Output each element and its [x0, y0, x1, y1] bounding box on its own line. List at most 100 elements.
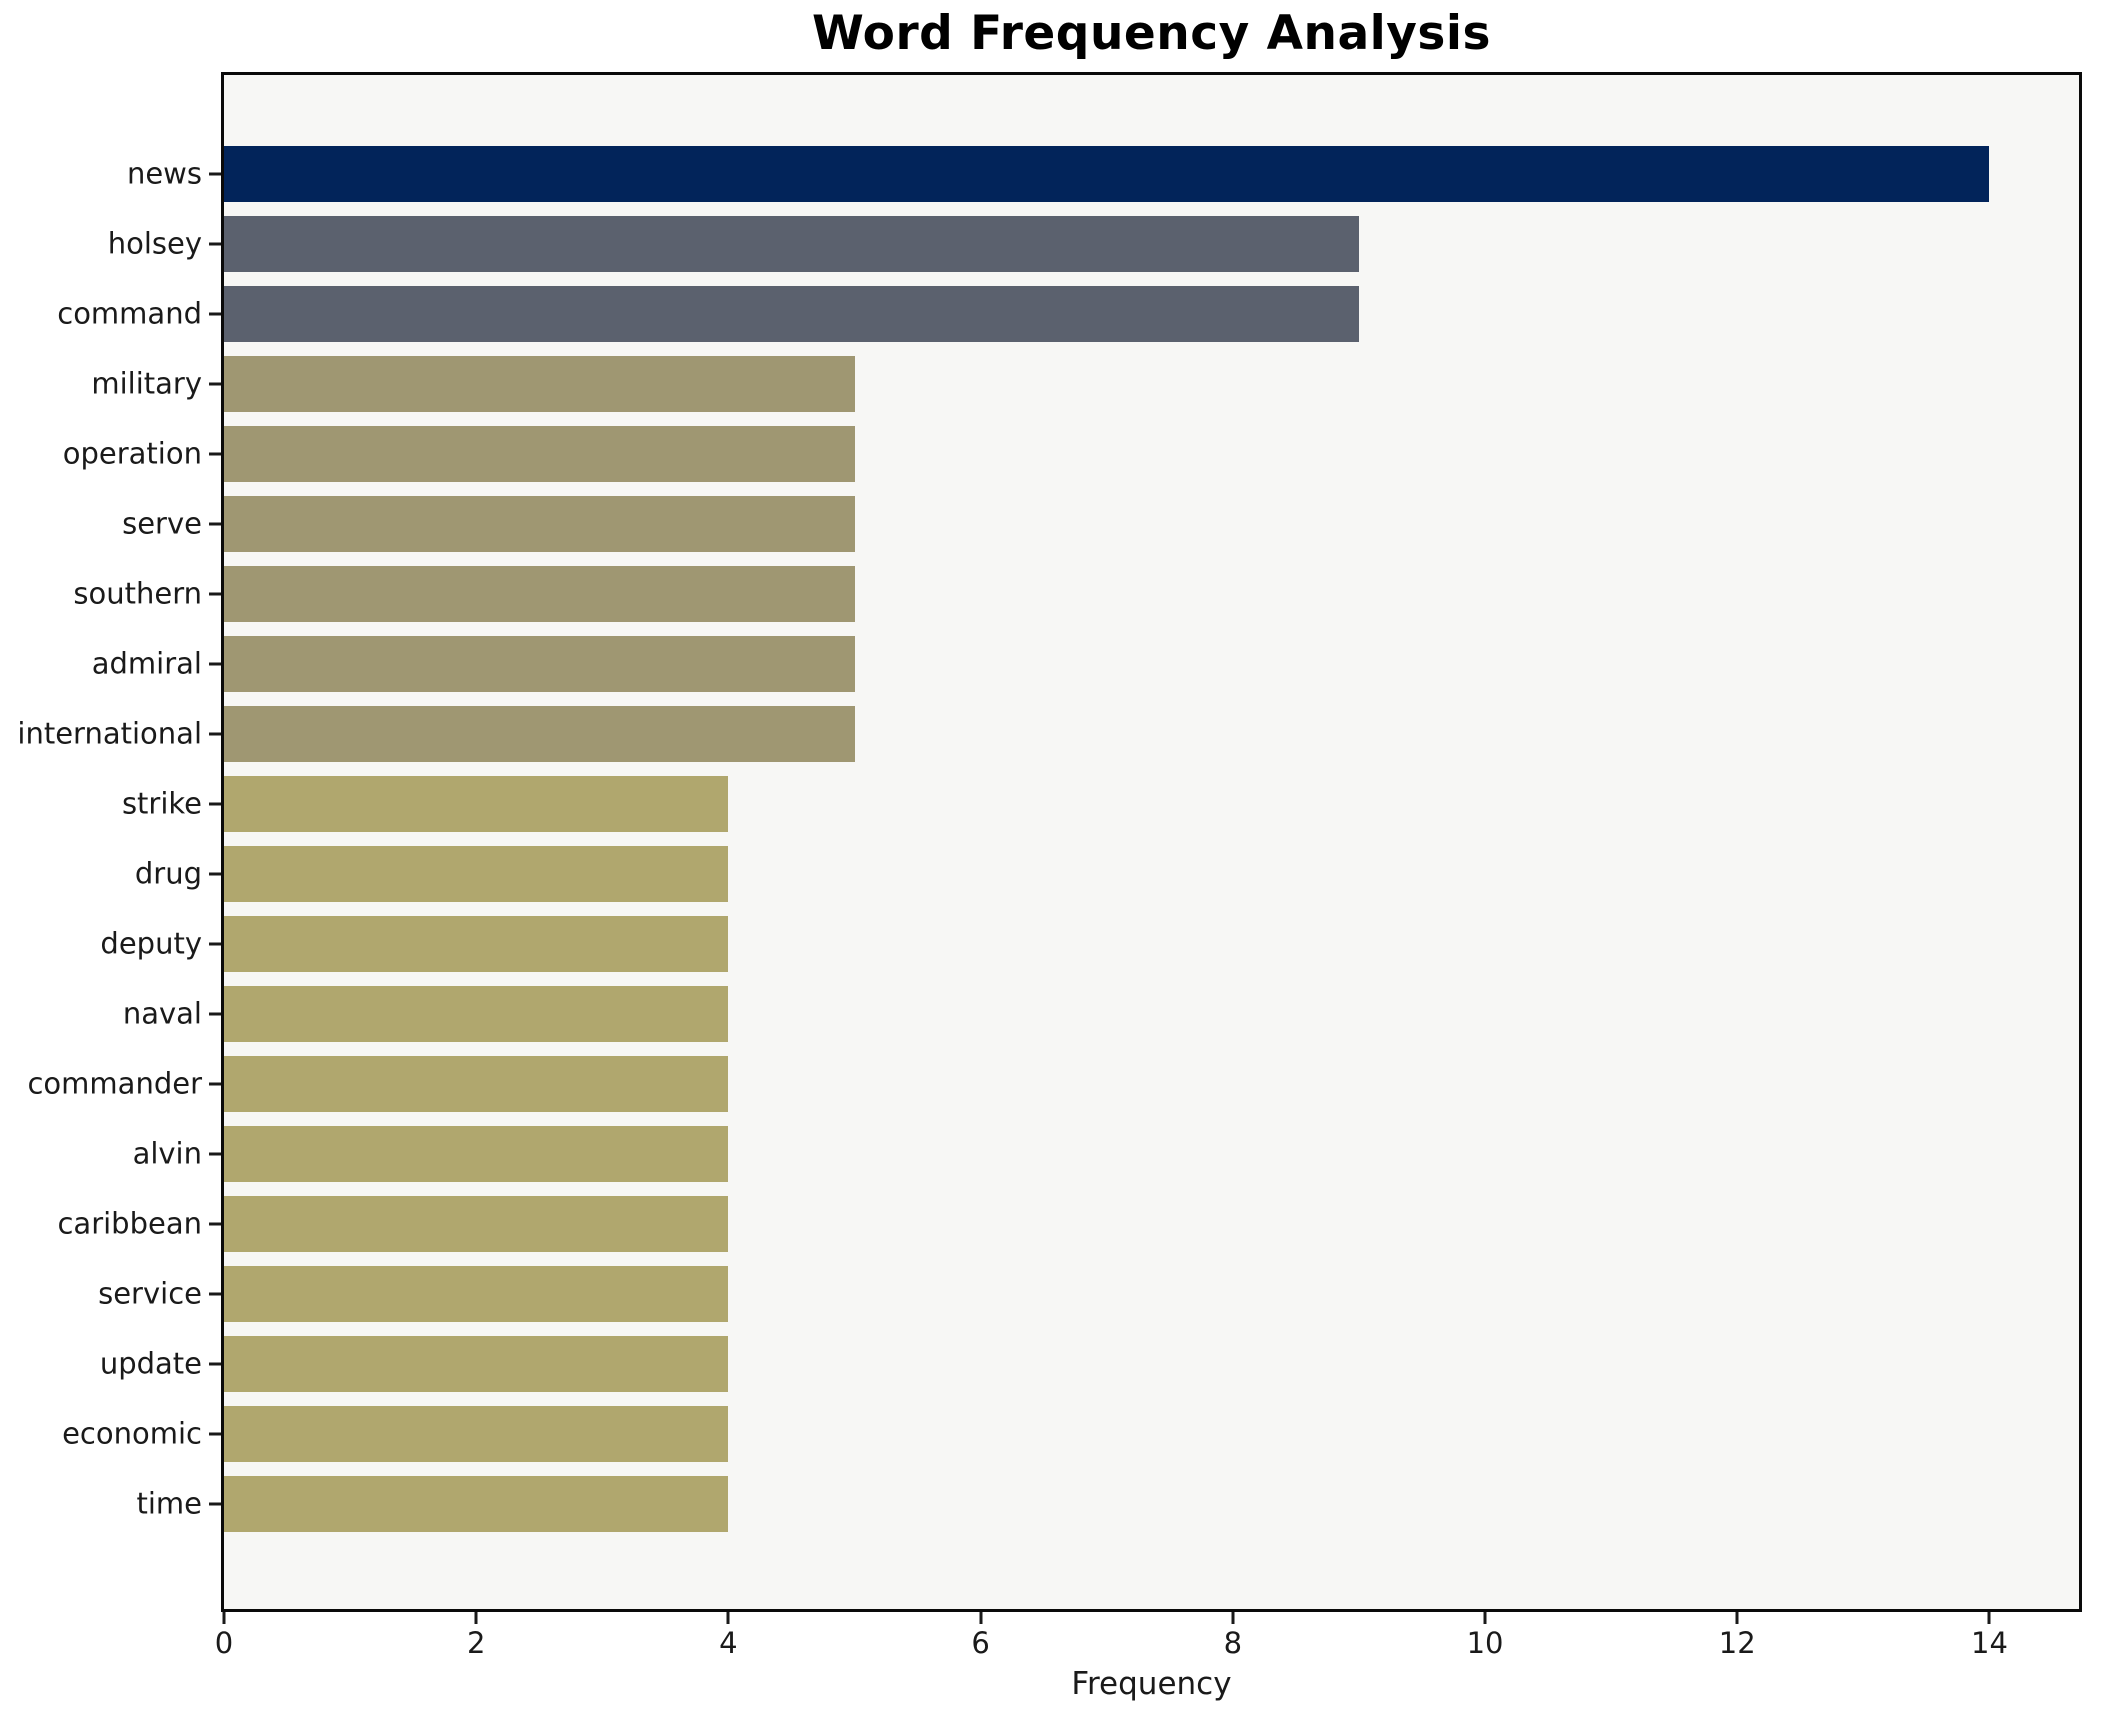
bar-update: [224, 1336, 729, 1392]
y-tick-mark: [209, 1222, 221, 1226]
x-tick-mark: [1987, 1612, 1991, 1624]
y-tick-label-alvin: alvin: [132, 1136, 202, 1171]
bar-alvin: [224, 1126, 729, 1182]
bar-operation: [224, 426, 855, 482]
y-tick-mark: [209, 1152, 221, 1156]
y-tick-mark: [209, 452, 221, 456]
bar-military: [224, 356, 855, 412]
y-tick-label-commander: commander: [27, 1066, 202, 1101]
x-tick-label-12: 12: [1718, 1626, 1756, 1660]
y-tick-label-time: time: [136, 1486, 202, 1521]
y-tick-label-naval: naval: [122, 996, 202, 1031]
y-tick-mark: [209, 312, 221, 316]
bar-row-admiral: admiral: [92, 629, 2079, 699]
bar-command: [224, 286, 1359, 342]
y-tick-mark: [209, 662, 221, 666]
plot-area: news holsey command military operation serve s…: [17, 72, 2082, 1700]
bar-service: [224, 1266, 729, 1322]
x-tick-label-14: 14: [1971, 1626, 2008, 1660]
y-tick-label-international: international: [17, 716, 202, 751]
bar-caribbean: [224, 1196, 729, 1252]
bar-row-strike: strike: [122, 769, 2079, 839]
bar-row-deputy: deputy: [100, 909, 2079, 979]
y-tick-mark: [209, 1012, 221, 1016]
y-tick-mark: [209, 382, 221, 386]
y-tick-mark: [209, 522, 221, 526]
bar-economic: [224, 1406, 729, 1462]
y-tick-label-operation: operation: [62, 436, 202, 471]
y-tick-label-military: military: [91, 366, 202, 401]
chart-title: Word Frequency Analysis: [812, 6, 1491, 61]
y-tick-mark: [209, 872, 221, 876]
y-tick-mark: [209, 242, 221, 246]
y-tick-label-drug: drug: [134, 856, 202, 891]
x-tick-mark: [726, 1612, 730, 1624]
x-tick-mark: [474, 1612, 478, 1624]
bar-commander: [224, 1056, 729, 1112]
y-tick-label-news: news: [126, 156, 202, 191]
x-tick-label-8: 8: [1223, 1626, 1243, 1660]
x-tick-mark: [222, 1612, 226, 1624]
y-tick-label-admiral: admiral: [91, 646, 202, 681]
bar-row-naval: naval: [123, 979, 2079, 1049]
bar-row-caribbean: caribbean: [57, 1189, 2079, 1259]
bar-holsey: [224, 216, 1359, 272]
y-tick-label-serve: serve: [122, 506, 202, 541]
y-tick-label-command: command: [57, 296, 202, 331]
x-tick-mark: [1231, 1612, 1235, 1624]
x-axis-label: Frequency: [1071, 1666, 1232, 1702]
bar-row-economic: economic: [62, 1399, 2079, 1469]
y-tick-label-caribbean: caribbean: [57, 1206, 202, 1241]
y-tick-mark: [209, 1432, 221, 1436]
x-tick-label-0: 0: [214, 1626, 234, 1660]
y-tick-mark: [209, 1082, 221, 1086]
y-tick-label-update: update: [99, 1346, 202, 1381]
bar-row-command: command: [57, 279, 2079, 349]
bar-drug: [224, 846, 729, 902]
y-tick-mark: [209, 1362, 221, 1366]
bar-row-serve: serve: [122, 489, 2079, 559]
bar-international: [224, 706, 855, 762]
y-tick-mark: [209, 942, 221, 946]
bar-row-time: time: [136, 1469, 2079, 1539]
bar-row-news: news: [127, 139, 2079, 209]
bar-naval: [224, 986, 729, 1042]
bar-row-operation: operation: [63, 419, 2079, 489]
bar-row-southern: southern: [73, 559, 2079, 629]
bar-admiral: [224, 636, 855, 692]
y-tick-mark: [209, 592, 221, 596]
bar-row-alvin: alvin: [133, 1119, 2079, 1189]
bar-row-international: international: [17, 699, 2079, 769]
bar-serve: [224, 496, 855, 552]
y-tick-label-deputy: deputy: [100, 926, 202, 961]
bar-deputy: [224, 916, 729, 972]
y-tick-label-holsey: holsey: [107, 226, 202, 261]
bar-time: [224, 1476, 729, 1532]
y-tick-label-economic: economic: [62, 1416, 202, 1451]
y-tick-label-strike: strike: [121, 786, 202, 821]
y-tick-mark: [209, 172, 221, 176]
x-tick-mark: [1735, 1612, 1739, 1624]
bar-row-commander: commander: [27, 1049, 2079, 1119]
bar-row-drug: drug: [135, 839, 2079, 909]
y-tick-label-service: service: [98, 1276, 202, 1311]
y-tick-mark: [209, 732, 221, 736]
x-tick-label-2: 2: [466, 1626, 486, 1660]
bar-row-military: military: [91, 349, 2079, 419]
x-tick-mark: [1483, 1612, 1487, 1624]
bar-southern: [224, 566, 855, 622]
bar-row-service: service: [98, 1259, 2079, 1329]
x-tick-label-6: 6: [971, 1626, 990, 1660]
y-tick-mark: [209, 1292, 221, 1296]
bar-news: [224, 146, 1990, 202]
x-tick-label-4: 4: [719, 1626, 738, 1660]
bar-strike: [224, 776, 729, 832]
bar-row-update: update: [100, 1329, 2079, 1399]
x-tick-mark: [979, 1612, 983, 1624]
bar-row-holsey: holsey: [108, 209, 2079, 279]
y-tick-mark: [209, 802, 221, 806]
x-tick-label-10: 10: [1466, 1626, 1504, 1660]
y-tick-label-southern: southern: [73, 576, 202, 611]
y-tick-mark: [209, 1502, 221, 1506]
